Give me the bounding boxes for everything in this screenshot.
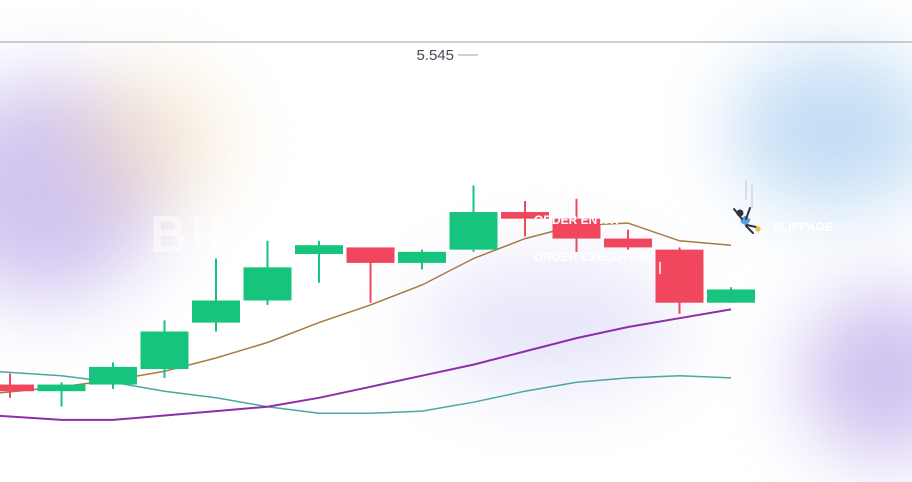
candle-12 [552, 198, 601, 252]
candle-8 [346, 247, 395, 303]
candle-15 [707, 287, 755, 303]
candle-11 [501, 200, 549, 237]
candle-body [0, 384, 34, 392]
candle-3 [89, 362, 137, 389]
max-price-marker: 5.545 [416, 47, 478, 64]
candle-body [140, 331, 189, 370]
ma-line-long [0, 308, 732, 421]
candle-2 [37, 382, 86, 407]
max-price-label: 5.545 [416, 47, 454, 64]
candle-body [192, 300, 240, 323]
candle-body [295, 245, 343, 255]
bg-glow-left-warm [70, 70, 230, 210]
bg-glow-right [730, 50, 912, 210]
candle-body [655, 249, 704, 303]
candle-14 [655, 247, 704, 314]
annotation-order-entry: ORDER ENTRY [534, 213, 621, 227]
candle-body [552, 218, 601, 239]
candle-body [707, 289, 755, 303]
candle-7 [295, 240, 343, 283]
candle-body [604, 238, 652, 248]
candle-body [501, 212, 549, 219]
candle-5 [192, 258, 240, 332]
candle-body [37, 384, 86, 392]
candles [0, 185, 755, 407]
candle-body [398, 251, 446, 263]
ma-line-mid [0, 370, 732, 415]
candle-4 [140, 320, 189, 378]
candle-body [449, 212, 498, 250]
candle-13 [604, 229, 652, 250]
falling-person-icon [733, 207, 761, 234]
candle-9 [398, 249, 446, 270]
candle-body [346, 247, 395, 263]
candle-1 [0, 373, 34, 398]
annotation-order-execution: ORDER EXECUTION [534, 250, 651, 264]
candle-6 [243, 240, 292, 305]
annotation-slippage: SLIPPAGE [773, 220, 833, 234]
candle-body [243, 267, 292, 301]
candle-body [89, 366, 137, 385]
candle-10 [449, 185, 498, 252]
order-annotations: ORDER ENTRY ORDER EXECUTION SLIPPAGE [534, 180, 833, 274]
